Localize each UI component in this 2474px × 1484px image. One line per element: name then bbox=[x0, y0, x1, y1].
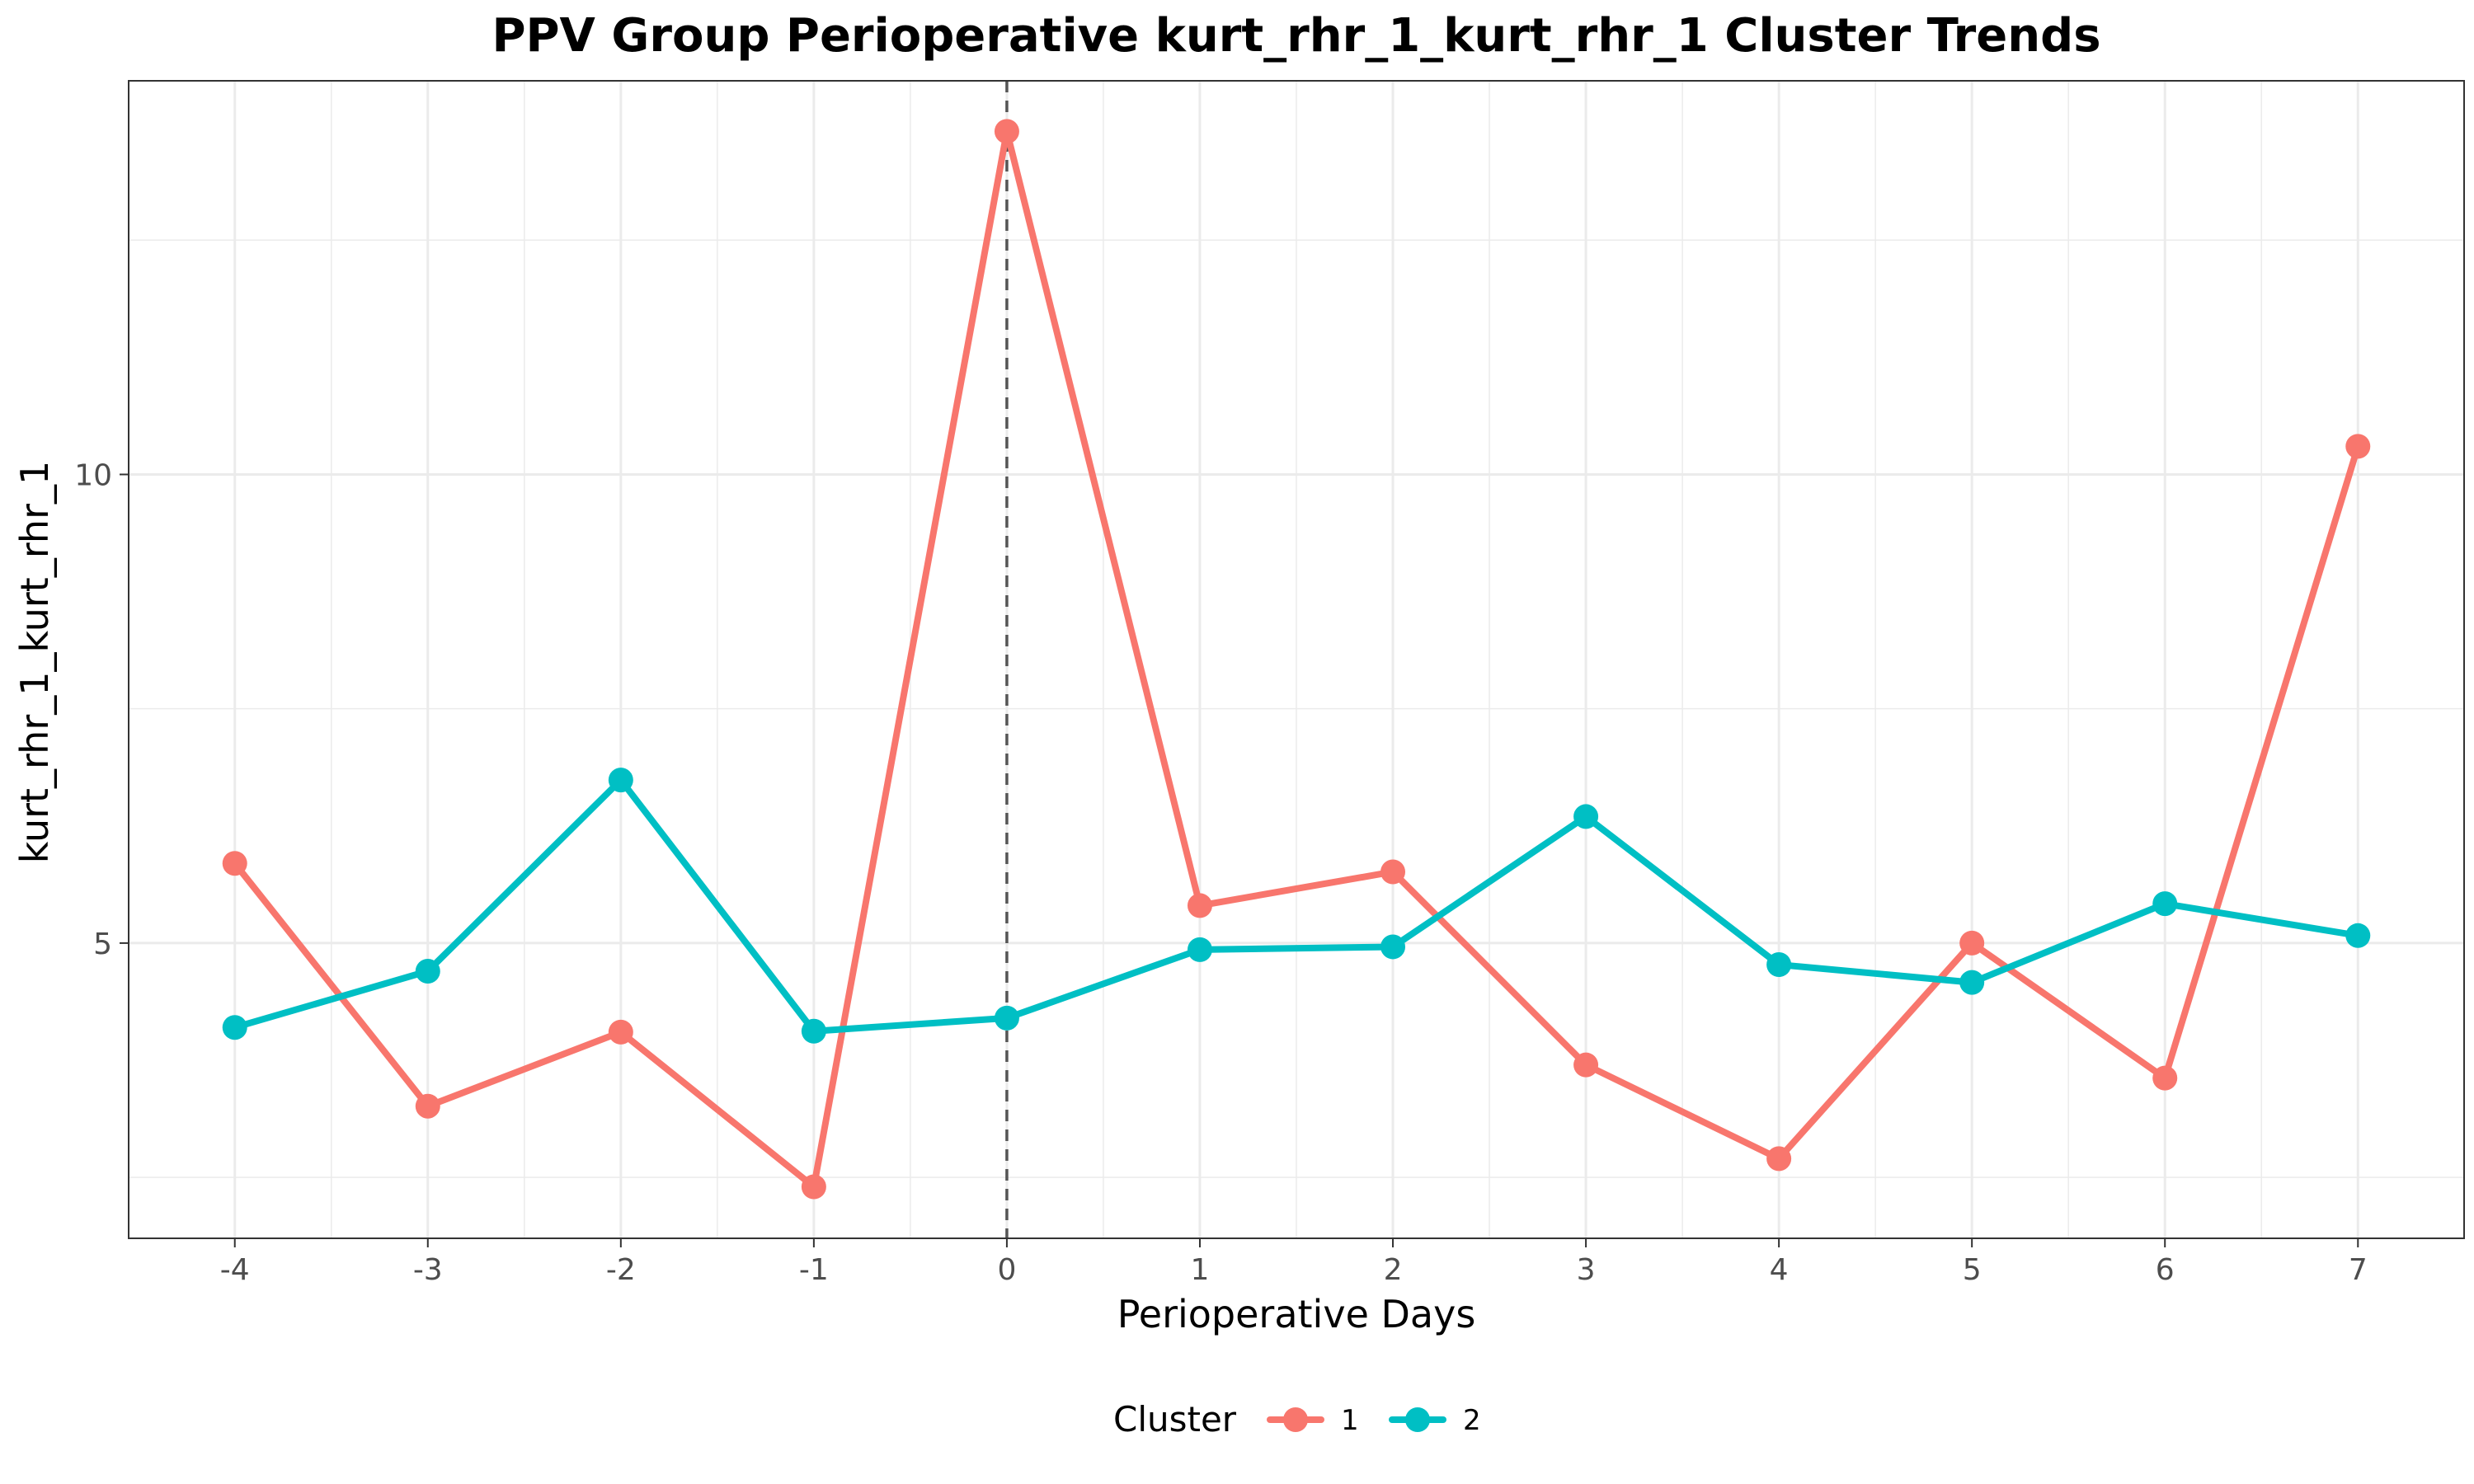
data-point-cluster-2 bbox=[994, 1005, 1019, 1031]
data-point-cluster-1 bbox=[801, 1174, 826, 1200]
x-tick-label: 1 bbox=[1191, 1253, 1210, 1287]
data-point-cluster-2 bbox=[1573, 804, 1599, 829]
legend-item-cluster-2: 2 bbox=[1389, 1404, 1481, 1437]
data-point-cluster-1 bbox=[415, 1093, 440, 1119]
panel-border bbox=[128, 80, 2465, 1239]
legend-key-point bbox=[1405, 1407, 1430, 1432]
series-2 bbox=[222, 768, 2371, 1044]
legend-label: 1 bbox=[1341, 1404, 1359, 1437]
data-point-cluster-2 bbox=[1959, 970, 1985, 995]
legend-label: 2 bbox=[1463, 1404, 1481, 1437]
data-point-cluster-1 bbox=[1766, 1146, 1792, 1172]
series-line-cluster-1 bbox=[231, 128, 2362, 1190]
x-tick-label: 2 bbox=[1384, 1253, 1403, 1287]
panel-grid bbox=[129, 81, 2464, 1238]
data-point-cluster-1 bbox=[1959, 930, 1985, 956]
x-axis-title: Perioperative Days bbox=[1117, 1292, 1476, 1336]
data-point-cluster-2 bbox=[1766, 952, 1792, 978]
data-point-cluster-2 bbox=[608, 768, 633, 793]
data-point-cluster-2 bbox=[801, 1018, 826, 1044]
data-point-cluster-2 bbox=[2345, 923, 2371, 948]
legend-title: Cluster bbox=[1113, 1399, 1237, 1439]
x-tick-label: 3 bbox=[1577, 1253, 1596, 1287]
chart-title: PPV Group Perioperative kurt_rhr_1_kurt_… bbox=[492, 9, 2100, 63]
legend-key-point bbox=[1283, 1407, 1308, 1432]
legend-item-cluster-1: 1 bbox=[1267, 1404, 1359, 1437]
data-point-cluster-1 bbox=[994, 119, 1019, 144]
series-group bbox=[222, 119, 2371, 1200]
x-tick-label: 4 bbox=[1770, 1253, 1789, 1287]
data-point-cluster-2 bbox=[1380, 934, 1406, 960]
data-point-cluster-1 bbox=[1380, 859, 1406, 885]
data-point-cluster-1 bbox=[2152, 1065, 2178, 1091]
data-point-cluster-2 bbox=[2152, 891, 2178, 917]
x-tick-label: 0 bbox=[997, 1253, 1016, 1287]
series-1 bbox=[222, 119, 2371, 1200]
x-tick-label: 5 bbox=[1963, 1253, 1982, 1287]
x-tick-label: -4 bbox=[220, 1253, 250, 1287]
x-tick-label: 7 bbox=[2349, 1253, 2368, 1287]
x-tick-label: -3 bbox=[413, 1253, 443, 1287]
y-axis-ticks: 5 10 bbox=[74, 458, 129, 961]
x-axis-ticks: -4 -3 -2 -1 0 1 2 3 4 5 6 7 bbox=[220, 1238, 2368, 1287]
data-point-cluster-1 bbox=[608, 1019, 633, 1045]
data-point-cluster-1 bbox=[222, 851, 247, 876]
x-tick-label: 6 bbox=[2156, 1253, 2175, 1287]
x-tick-label: -1 bbox=[799, 1253, 829, 1287]
data-point-cluster-2 bbox=[1187, 937, 1212, 962]
y-tick-label: 5 bbox=[93, 928, 112, 961]
y-axis-title: kurt_rhr_1_kurt_rhr_1 bbox=[12, 461, 57, 864]
data-point-cluster-2 bbox=[222, 1015, 247, 1040]
data-point-cluster-1 bbox=[2345, 434, 2371, 459]
y-tick-label: 10 bbox=[74, 458, 112, 492]
legend: Cluster 1 2 bbox=[1113, 1399, 1481, 1439]
data-point-cluster-1 bbox=[1573, 1052, 1599, 1078]
data-point-cluster-1 bbox=[1187, 893, 1212, 918]
data-point-cluster-2 bbox=[415, 959, 440, 984]
x-tick-label: -2 bbox=[606, 1253, 636, 1287]
series-line-cluster-2 bbox=[231, 777, 2362, 1035]
